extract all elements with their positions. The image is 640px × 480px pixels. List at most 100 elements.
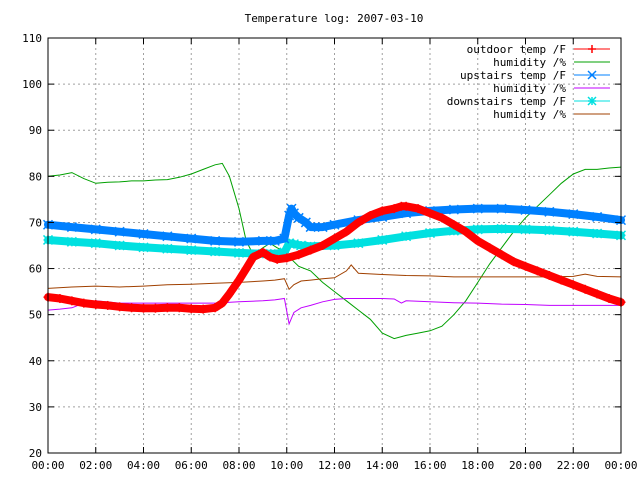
data-point	[90, 224, 101, 235]
data-point	[424, 228, 436, 239]
data-point	[437, 213, 447, 223]
y-tick-label: 80	[29, 170, 42, 183]
data-point	[210, 235, 221, 246]
data-point	[294, 250, 304, 260]
data-point	[317, 222, 328, 233]
legend-label: upstairs temp /F	[460, 69, 566, 82]
data-point	[265, 252, 275, 262]
y-tick-label: 60	[29, 263, 42, 276]
data-point	[592, 211, 603, 222]
data-point	[90, 238, 101, 249]
legend-item: outdoor temp /F	[467, 43, 610, 56]
data-point	[233, 247, 245, 258]
data-point	[162, 231, 173, 242]
axis-ticks: 20 30 40 50 60 70 80 90 100 110 00:00 02:00 04:00 06:…	[22, 32, 637, 472]
data-point	[473, 236, 483, 246]
data-point	[186, 233, 197, 244]
y-tick-label: 40	[29, 355, 42, 368]
data-point	[353, 217, 363, 227]
data-point	[306, 245, 316, 255]
data-point	[580, 284, 590, 294]
data-point	[186, 245, 197, 256]
data-point	[284, 210, 295, 221]
data-point	[532, 266, 542, 276]
y-tick-label: 20	[29, 447, 42, 460]
data-point	[604, 294, 614, 304]
data-point	[234, 275, 244, 285]
data-point	[520, 204, 531, 216]
data-point	[66, 236, 77, 247]
data-point	[150, 303, 160, 313]
data-point	[401, 231, 412, 242]
data-point	[115, 302, 125, 312]
x-tick-label: 00:00	[604, 459, 637, 472]
legend-item: upstairs temp /F	[460, 69, 610, 82]
series-line	[44, 204, 625, 246]
data-point	[241, 264, 251, 274]
legend-label: outdoor temp /F	[467, 43, 566, 56]
x-tick-label: 22:00	[557, 459, 590, 472]
data-point	[103, 300, 113, 310]
data-point	[389, 204, 399, 214]
data-point	[210, 246, 221, 257]
y-tick-label: 30	[29, 401, 42, 414]
legend-item: downstairs temp /F	[447, 95, 610, 108]
series-6	[47, 264, 622, 291]
legend-item: humidity /%	[493, 56, 610, 69]
series-1	[43, 201, 626, 314]
data-point	[127, 303, 137, 313]
data-point	[233, 236, 245, 247]
data-point	[138, 242, 149, 253]
x-tick-label: 20:00	[509, 459, 542, 472]
x-tick-label: 04:00	[127, 459, 160, 472]
data-point	[461, 227, 471, 237]
data-point	[293, 212, 304, 223]
data-point	[91, 300, 101, 310]
data-point	[329, 219, 340, 230]
data-point	[224, 289, 234, 299]
data-point	[365, 211, 375, 221]
data-point	[425, 208, 435, 218]
data-point	[305, 222, 316, 233]
legend-marker	[587, 96, 597, 106]
data-point	[318, 241, 328, 250]
data-point	[401, 201, 411, 211]
grid	[48, 38, 621, 453]
data-point	[114, 240, 125, 251]
data-point	[377, 234, 388, 245]
data-point	[544, 270, 554, 280]
series-line	[47, 297, 621, 326]
data-point	[413, 204, 423, 214]
data-point	[269, 235, 280, 246]
x-tick-label: 06:00	[175, 459, 208, 472]
data-point	[568, 226, 579, 237]
data-point	[449, 220, 459, 230]
y-tick-label: 100	[22, 78, 42, 91]
data-point	[496, 223, 507, 234]
x-tick-label: 08:00	[222, 459, 255, 472]
legend-label: humidity /%	[493, 82, 566, 95]
data-point	[217, 298, 227, 308]
data-point	[55, 294, 65, 304]
data-point	[353, 238, 364, 249]
legend-marker	[587, 70, 597, 80]
data-point	[258, 247, 268, 257]
data-point	[330, 234, 339, 244]
x-tick-label: 12:00	[318, 459, 351, 472]
data-point	[257, 235, 268, 246]
data-point	[509, 257, 519, 267]
data-point	[497, 250, 507, 260]
x-tick-label: 02:00	[79, 459, 112, 472]
data-point	[279, 233, 290, 244]
x-tick-label: 00:00	[31, 459, 64, 472]
data-point	[556, 275, 566, 285]
data-point	[496, 203, 507, 214]
series-4	[47, 297, 621, 326]
y-tick-label: 90	[29, 124, 42, 137]
legend-label: humidity /%	[493, 56, 566, 69]
series-layer	[42, 162, 627, 340]
data-point	[174, 303, 184, 313]
data-point	[485, 243, 495, 253]
